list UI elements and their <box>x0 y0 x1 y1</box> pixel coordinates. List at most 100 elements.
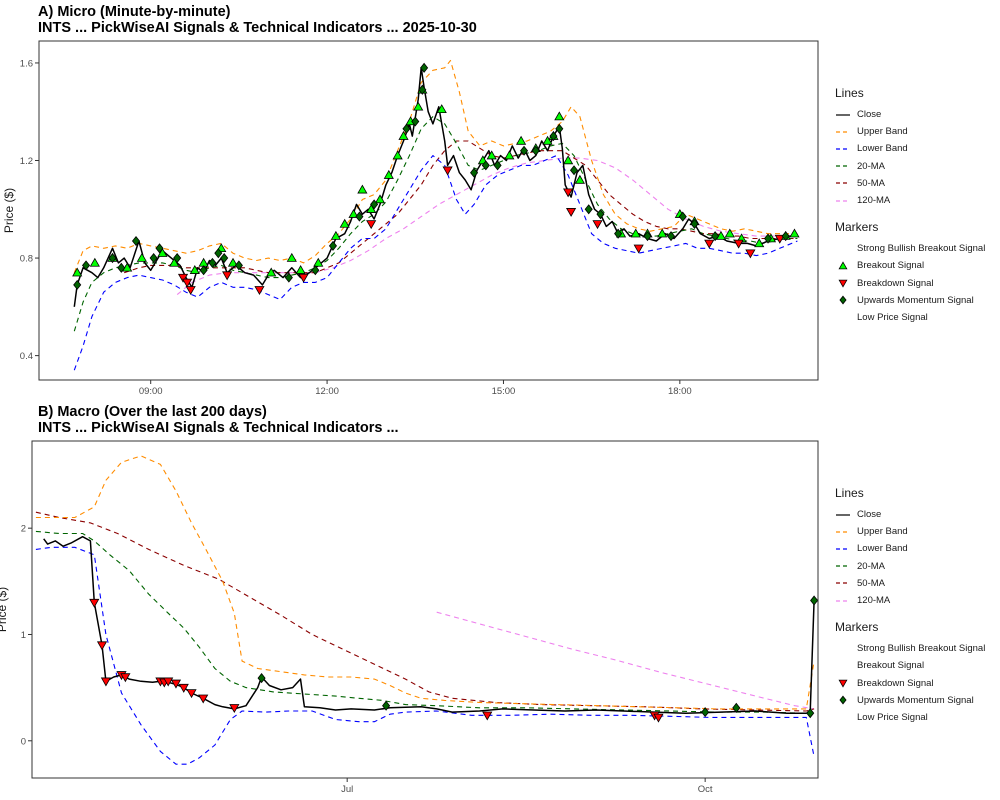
panel-macro: B) Macro (Over the last 200 days) INTS .… <box>0 400 1000 800</box>
legend-label: Breakdown Signal <box>857 677 934 689</box>
legend-label: 50-MA <box>857 177 885 189</box>
momentum-signal-marker <box>666 231 676 242</box>
series-line-lower-band <box>73 155 798 371</box>
breakdown-signal-marker <box>254 286 265 295</box>
momentum-signal-marker <box>257 673 266 684</box>
momentum-signal-marker <box>810 595 818 606</box>
x-tick-label: 18:00 <box>668 386 692 397</box>
momentum-signal-marker <box>555 123 564 134</box>
breakout-signal-marker <box>789 228 800 238</box>
momentum-signal-marker <box>470 167 479 178</box>
breakout-signal-marker <box>724 228 735 238</box>
momentum-signal-marker <box>108 253 117 264</box>
breakdown-signal-marker <box>178 683 189 693</box>
breakdown-signal-marker <box>633 244 644 254</box>
breakout-signal-marker <box>374 194 386 204</box>
legend-lines-title: Lines <box>835 486 864 500</box>
breakdown-signal-marker <box>653 713 664 723</box>
breakdown-signal-marker <box>185 286 196 295</box>
legend-label: 20-MA <box>857 160 885 172</box>
x-tick-label: 09:00 <box>139 386 163 397</box>
legend-line-key <box>835 526 851 538</box>
legend-line-key <box>835 560 851 572</box>
momentum-signal-marker <box>328 240 337 251</box>
momentum-signal-marker <box>549 131 558 142</box>
legend-lines-list: Close Upper Band Lower Band 20-MA 50-MA 120-M… <box>835 506 985 609</box>
legend-item-upwards-momentum-signal: Upwards Momentum Signal <box>835 692 985 709</box>
legend-line-key <box>835 160 851 172</box>
legend-item-upper-band: Upper Band <box>835 123 985 140</box>
series-line-upper-band <box>35 455 815 710</box>
legend-label: Breakout Signal <box>857 660 925 672</box>
breakout-signal-marker <box>330 230 341 240</box>
legend-line-key <box>835 595 851 607</box>
chart-title-macro: B) Macro (Over the last 200 days) <box>38 404 267 420</box>
legend-item-120-ma: 120-MA <box>835 192 985 209</box>
momentum-signal-marker <box>763 233 773 244</box>
plot-border <box>38 40 819 381</box>
momentum-signal-marker <box>690 218 699 229</box>
legend-item-20-ma: 20-MA <box>835 158 985 175</box>
breakout-signal-marker <box>295 265 306 274</box>
breakout-signal-marker <box>266 267 277 277</box>
breakdown-signal-marker <box>120 673 131 683</box>
legend-label: Upwards Momentum Signal <box>857 694 974 706</box>
momentum-signal-marker <box>781 231 790 242</box>
legend-item-low-price-signal: Low Price Signal <box>835 309 985 326</box>
legend-item-low-price-signal: Low Price Signal <box>835 709 985 726</box>
series-line-20-ma <box>73 116 798 332</box>
breakout-signal-marker <box>542 135 553 145</box>
legend-label: Upwards Momentum Signal <box>857 294 974 306</box>
legend-markers-list: Strong Bullish Breakout Signal Breakout S… <box>835 240 985 326</box>
legend-line-key <box>835 177 851 189</box>
legend-item-breakout-signal: Breakout Signal <box>835 257 985 274</box>
y-tick-label: 2 <box>21 524 26 535</box>
breakout-signal-marker <box>504 150 515 160</box>
legend-lines-title: Lines <box>835 86 864 100</box>
momentum-signal-marker <box>569 165 579 176</box>
breakout-signal-marker <box>398 130 409 140</box>
momentum-signal-marker <box>806 708 815 719</box>
x-tick-label: 12:00 <box>315 386 339 397</box>
breakout-signal-marker <box>227 257 239 267</box>
legend-item-50-ma: 50-MA <box>835 175 985 192</box>
momentum-signal-marker <box>614 228 623 239</box>
momentum-signal-marker <box>155 243 164 254</box>
legend-marker-key <box>835 277 851 289</box>
legend-lines-list: Close Upper Band Lower Band 20-MA 50-MA 120-M… <box>835 106 985 209</box>
x-tick-label: Jul <box>341 784 353 795</box>
breakdown-signal-marker <box>96 641 108 651</box>
legend-item-breakdown-signal: Breakdown Signal <box>835 675 985 692</box>
legend-item-breakout-signal: Breakout Signal <box>835 657 985 674</box>
breakout-signal-marker <box>357 184 368 194</box>
legend-markers-title: Markers <box>835 620 879 635</box>
legend-line-key <box>835 195 851 207</box>
momentum-signal-marker <box>149 253 158 264</box>
breakdown-signal-marker <box>442 166 453 176</box>
breakout-signal-marker <box>122 262 133 272</box>
breakout-signal-marker <box>486 150 497 160</box>
plot-border <box>31 440 819 779</box>
breakdown-signal-marker <box>229 704 240 714</box>
x-tick-label: 15:00 <box>492 386 516 397</box>
legend-label: 120-MA <box>857 195 891 207</box>
legend-item-upper-band: Upper Band <box>835 523 985 540</box>
breakout-signal-marker <box>286 252 297 262</box>
y-tick-label: 0.4 <box>20 351 33 362</box>
momentum-signal-marker <box>82 260 91 271</box>
momentum-signal-marker <box>311 265 320 276</box>
macro-chart: Price ($) 0 1 2 Jul Oct <box>0 440 819 795</box>
breakdown-signal-marker <box>100 677 112 687</box>
breakdown-signal-marker <box>704 239 715 249</box>
momentum-signal-marker <box>173 253 182 264</box>
legend-marker-key <box>835 660 851 672</box>
legend-label: Strong Bullish Breakout Signal <box>857 243 986 255</box>
legend-marker-key <box>835 711 851 723</box>
legend-label: Close <box>857 109 882 121</box>
legend-macro: Lines Close Upper Band Lower Band 20-MA 50-M… <box>835 486 985 726</box>
legend-item-close: Close <box>835 506 985 523</box>
momentum-signal-marker <box>678 211 687 222</box>
legend-label: Upper Band <box>857 126 908 138</box>
chart-subtitle-macro: INTS ... PickWiseAI Signals & Technical … <box>38 420 399 436</box>
breakout-signal-marker <box>136 252 147 262</box>
